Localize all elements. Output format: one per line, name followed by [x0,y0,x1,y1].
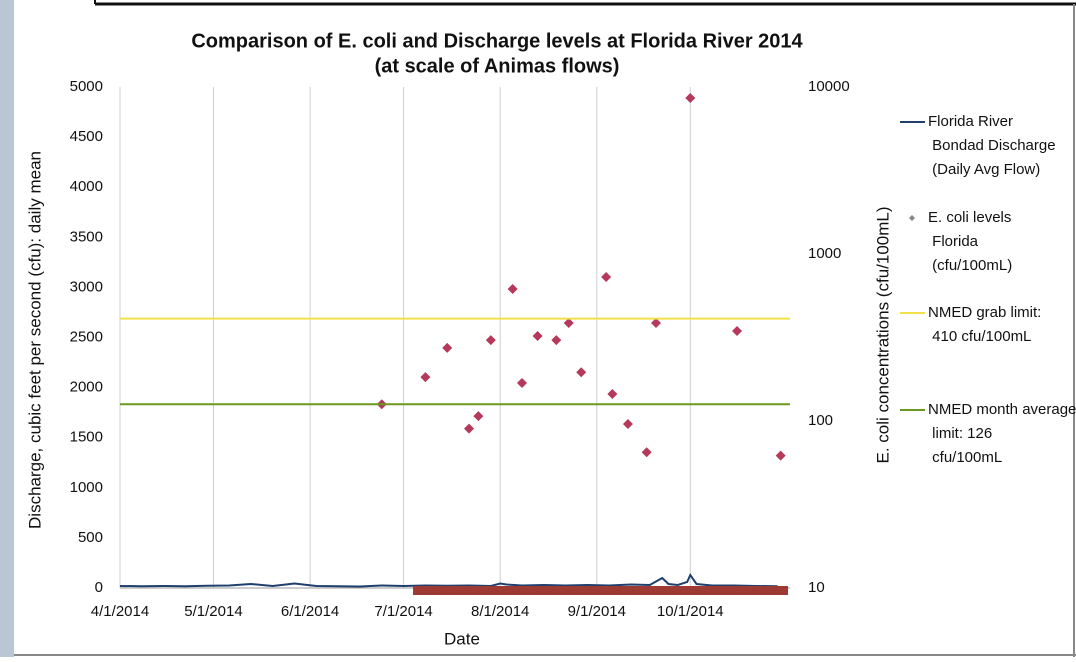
ecoli-point [485,335,496,346]
legend-symbol [909,215,915,221]
ecoli-point [473,411,484,422]
x-tick-label: 10/1/2014 [657,603,724,620]
y-tick-label: 1500 [70,429,103,446]
legend-label: NMED month average limit: 126 cfu/100mL [928,401,1076,466]
legend-label: E. coli levels Florida (cfu/100mL) [928,209,1012,274]
y-tick-label: 3000 [70,278,103,295]
y-tick-label: 3500 [70,228,103,245]
ecoli-point [532,330,543,341]
legend-label: NMED grab limit: 410 cfu/100mL [928,304,1041,345]
ecoli-point [576,367,587,378]
y-tick-label: 500 [78,529,103,546]
x-tick-label: 6/1/2014 [281,603,339,620]
x-tick-label: 7/1/2014 [374,603,432,620]
ecoli-point [551,335,562,346]
ecoli-point [420,372,431,383]
x-tick-label: 4/1/2014 [91,603,149,620]
x-tick-label: 9/1/2014 [568,603,626,620]
y2-axis-label: E. coli concentrations (cfu/100mL) [873,206,892,463]
y-tick-label: 0 [95,579,103,596]
y2-tick-label: 1000 [808,245,841,262]
ecoli-point [442,342,453,353]
ecoli-point [732,325,743,336]
ecoli-point [563,318,574,329]
y-tick-label: 2500 [70,328,103,345]
ecoli-point [507,284,518,295]
ecoli-point [607,389,618,400]
y-tick-label: 5000 [70,78,103,95]
y-tick-label: 4500 [70,128,103,145]
y-tick-label: 1000 [70,479,103,496]
ecoli-point [685,92,696,103]
ecoli-point [775,450,786,461]
chart-title: Comparison of E. coli and Discharge leve… [191,30,803,52]
window-edge [0,0,14,657]
y-axis-label: Discharge, cubic feet per second (cfu): … [25,151,44,529]
discharge-line [119,572,778,588]
ecoli-point [651,318,661,329]
x-tick-label: 5/1/2014 [184,603,242,620]
x-tick-label: 8/1/2014 [471,603,529,620]
y-tick-label: 2000 [70,379,103,396]
ecoli-point [517,377,527,388]
chart-subtitle: (at scale of Animas flows) [375,55,620,77]
ecoli-point [464,423,475,434]
y2-tick-label: 100 [808,412,833,429]
legend-label: Florida River Bondad Discharge (Daily Av… [928,113,1056,178]
y2-tick-label: 10000 [808,78,850,95]
plot-area: 4/1/2014 5/1/2014 6/1/2014 7/1/2014 8/1/2014… [70,78,1076,620]
ecoli-point [601,272,612,283]
y2-tick-label: 10 [808,579,825,596]
ecoli-point [641,447,652,458]
highlight-bar [413,586,788,595]
x-axis-label: Date [444,629,480,648]
y-tick-label: 4000 [70,178,103,195]
ecoli-point [622,418,633,429]
